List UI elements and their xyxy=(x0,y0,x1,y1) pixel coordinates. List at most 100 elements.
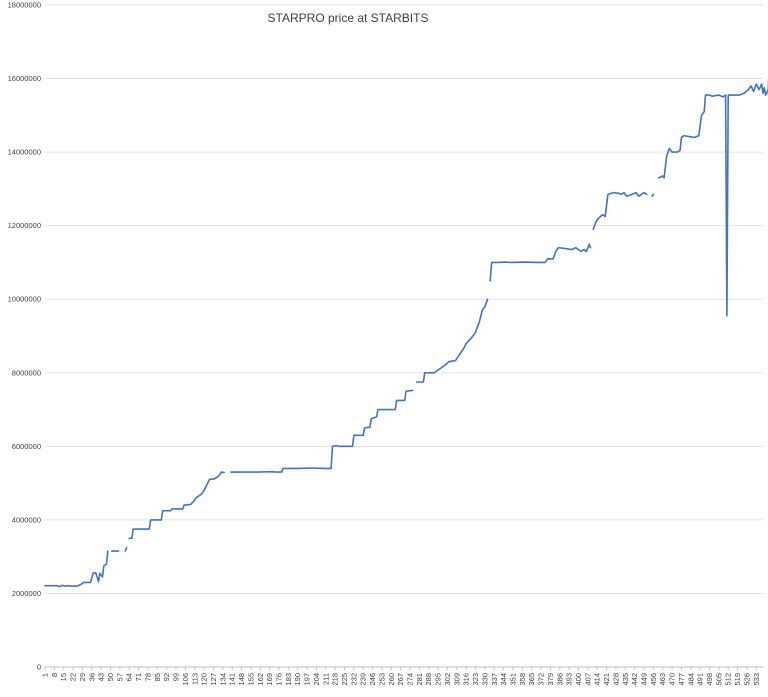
x-tick-label: 190 xyxy=(293,673,302,686)
x-tick-label: 92 xyxy=(162,673,171,681)
x-tick-label: 512 xyxy=(724,673,733,686)
series-line-segment xyxy=(415,298,489,383)
y-tick-label: 0 xyxy=(37,663,41,672)
x-tick-label: 134 xyxy=(218,673,227,686)
y-axis-ticks: 0 2000000 4000000 6000000 8000000 10000000 120… xyxy=(8,1,41,672)
x-tick-label: 15 xyxy=(59,673,68,681)
x-tick-label: 505 xyxy=(714,673,723,686)
x-tick-label: 435 xyxy=(621,673,630,686)
x-tick-label: 162 xyxy=(256,673,265,686)
x-tick-label: 526 xyxy=(742,673,751,686)
y-tick-label: 8000000 xyxy=(12,368,41,377)
x-tick-label: 421 xyxy=(602,673,611,686)
x-tick-label: 491 xyxy=(696,673,705,686)
x-tick-label: 386 xyxy=(555,673,564,686)
x-tick-label: 85 xyxy=(153,673,162,681)
x-tick-label: 372 xyxy=(537,673,546,686)
x-tick-label: 288 xyxy=(424,673,433,686)
x-tick-label: 141 xyxy=(228,673,237,686)
x-tick-label: 274 xyxy=(406,673,415,686)
y-tick-label: 16000000 xyxy=(8,74,41,83)
series-line-segment xyxy=(651,193,655,197)
x-tick-label: 36 xyxy=(87,673,96,681)
series-line-segment xyxy=(657,75,768,317)
x-tick-label: 337 xyxy=(490,673,499,686)
x-tick-label: 519 xyxy=(733,673,742,686)
x-tick-label: 239 xyxy=(359,673,368,686)
chart-title: STARPRO price at STARBITS xyxy=(268,11,429,25)
x-tick-label: 155 xyxy=(246,673,255,686)
y-tick-label: 6000000 xyxy=(12,442,41,451)
y-tick-label: 10000000 xyxy=(8,295,41,304)
gridlines xyxy=(45,4,763,594)
x-tick-label: 246 xyxy=(368,673,377,686)
x-axis-ticks: 1 8 15 22 29 36 43 50 57 64 71 78 85 92 99 106 113 120 127… xyxy=(41,667,761,686)
x-tick-label: 470 xyxy=(668,673,677,686)
x-tick-label: 428 xyxy=(611,673,620,686)
x-tick-label: 232 xyxy=(349,673,358,686)
x-tick-label: 309 xyxy=(452,673,461,686)
x-tick-label: 1 xyxy=(41,673,50,677)
x-tick-label: 43 xyxy=(97,673,106,681)
y-tick-label: 2000000 xyxy=(12,589,41,598)
series-line-segment xyxy=(44,550,109,588)
x-tick-label: 498 xyxy=(705,673,714,686)
x-tick-label: 456 xyxy=(649,673,658,686)
x-tick-label: 449 xyxy=(640,673,649,686)
x-tick-label: 477 xyxy=(677,673,686,686)
x-tick-label: 533 xyxy=(752,673,761,686)
x-tick-label: 442 xyxy=(630,673,639,686)
x-tick-label: 393 xyxy=(565,673,574,686)
x-tick-label: 8 xyxy=(50,673,59,677)
series-line-segment xyxy=(230,389,414,473)
x-tick-label: 484 xyxy=(686,673,695,686)
series-layer xyxy=(44,75,768,588)
x-tick-label: 120 xyxy=(200,673,209,686)
x-tick-label: 99 xyxy=(172,673,181,681)
x-tick-label: 253 xyxy=(377,673,386,686)
x-tick-label: 379 xyxy=(546,673,555,686)
x-tick-label: 29 xyxy=(78,673,87,681)
x-tick-label: 365 xyxy=(527,673,536,686)
x-tick-label: 218 xyxy=(331,673,340,686)
x-tick-label: 400 xyxy=(574,673,583,686)
y-tick-label: 4000000 xyxy=(12,515,41,524)
x-tick-label: 22 xyxy=(69,673,78,681)
x-tick-label: 71 xyxy=(134,673,143,681)
x-tick-label: 113 xyxy=(190,673,199,685)
x-tick-label: 407 xyxy=(583,673,592,686)
x-tick-label: 260 xyxy=(387,673,396,686)
x-tick-label: 50 xyxy=(106,673,115,681)
x-tick-label: 302 xyxy=(443,673,452,686)
x-tick-label: 281 xyxy=(415,673,424,686)
x-tick-label: 211 xyxy=(321,673,330,685)
x-tick-label: 78 xyxy=(143,673,152,681)
y-tick-label: 12000000 xyxy=(8,221,41,230)
x-tick-label: 106 xyxy=(181,673,190,686)
x-tick-label: 414 xyxy=(593,673,602,686)
x-tick-label: 316 xyxy=(462,673,471,686)
y-tick-label: 14000000 xyxy=(8,148,41,157)
x-tick-label: 183 xyxy=(284,673,293,686)
x-tick-label: 463 xyxy=(658,673,667,686)
x-tick-label: 330 xyxy=(480,673,489,686)
series-line-segment xyxy=(128,471,225,540)
series-line-segment xyxy=(489,243,592,282)
x-tick-label: 176 xyxy=(274,673,283,686)
x-tick-label: 64 xyxy=(125,673,134,681)
series-line-segment xyxy=(592,191,648,231)
x-tick-label: 358 xyxy=(518,673,527,686)
x-tick-label: 127 xyxy=(209,673,218,686)
x-tick-label: 225 xyxy=(340,673,349,686)
x-tick-label: 344 xyxy=(499,673,508,686)
x-tick-label: 148 xyxy=(237,673,246,686)
x-tick-label: 197 xyxy=(303,673,312,686)
x-tick-label: 267 xyxy=(396,673,405,686)
y-tick-label: 18000000 xyxy=(8,1,41,10)
x-tick-label: 351 xyxy=(508,673,517,686)
x-tick-label: 204 xyxy=(312,673,321,686)
x-tick-label: 169 xyxy=(265,673,274,686)
series-line-segment xyxy=(124,546,128,552)
x-tick-label: 323 xyxy=(471,673,480,686)
